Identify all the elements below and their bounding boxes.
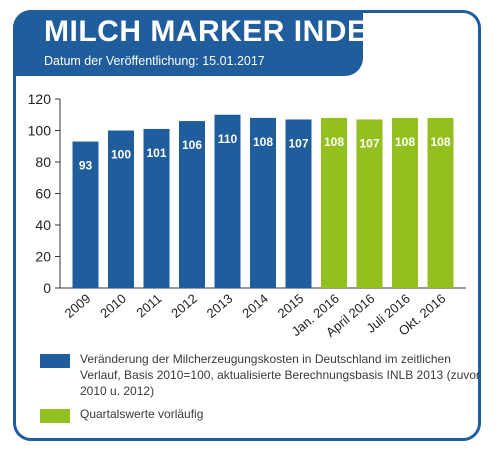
y-tick-label: 80: [35, 154, 51, 170]
bar: [179, 121, 205, 288]
legend-swatch-blue: [40, 354, 70, 368]
y-tick-label: 0: [43, 280, 51, 296]
chart-title: MILCH MARKER INDEX MMI: [44, 15, 457, 48]
bar-value-label: 108: [430, 135, 450, 149]
bar: [427, 117, 454, 289]
bar-value-label: 100: [111, 148, 131, 162]
x-tick-label: 2011: [133, 291, 164, 320]
bar: [321, 117, 347, 289]
bar: [214, 114, 241, 288]
legend-item-green: Quartalswerte vorläufig: [40, 406, 480, 423]
bar: [285, 119, 312, 288]
publication-date: Datum der Veröffentlichung: 15.01.2017: [44, 54, 265, 68]
bar: [108, 130, 134, 288]
bar-value-label: 107: [288, 136, 308, 150]
y-tick-label: 100: [28, 123, 52, 139]
bar: [356, 119, 383, 288]
y-tick-label: 20: [35, 249, 51, 265]
bar-value-label: 108: [324, 135, 344, 149]
bar: [392, 117, 418, 289]
bar: [143, 128, 170, 288]
x-tick-label: 2013: [204, 291, 236, 321]
x-tick-label: 2010: [97, 291, 129, 321]
legend-label-green: Quartalswerte vorläufig: [80, 407, 204, 421]
y-tick-label: 40: [35, 217, 51, 233]
bar-value-label: 106: [182, 138, 202, 152]
bar-value-label: 108: [395, 135, 415, 149]
bar-value-label: 108: [253, 135, 273, 149]
bar-value-label: 93: [79, 159, 93, 173]
x-tick-label: 2012: [168, 291, 200, 321]
legend-item-blue: Veränderung der Milcherzeugungskosten in…: [40, 351, 480, 399]
legend-label-blue: Veränderung der Milcherzeugungskosten in…: [80, 352, 480, 398]
bar-value-label: 110: [218, 132, 238, 146]
y-tick-label: 60: [35, 186, 51, 202]
bar: [250, 117, 276, 289]
y-tick-label: 120: [28, 91, 52, 107]
bar-value-label: 101: [146, 146, 166, 160]
title-banner: [13, 10, 363, 76]
bar-value-label: 107: [359, 136, 379, 150]
legend-swatch-green: [40, 409, 70, 423]
x-tick-label: 2014: [239, 291, 271, 321]
x-tick-label: 2009: [62, 291, 94, 321]
bar: [72, 141, 99, 288]
